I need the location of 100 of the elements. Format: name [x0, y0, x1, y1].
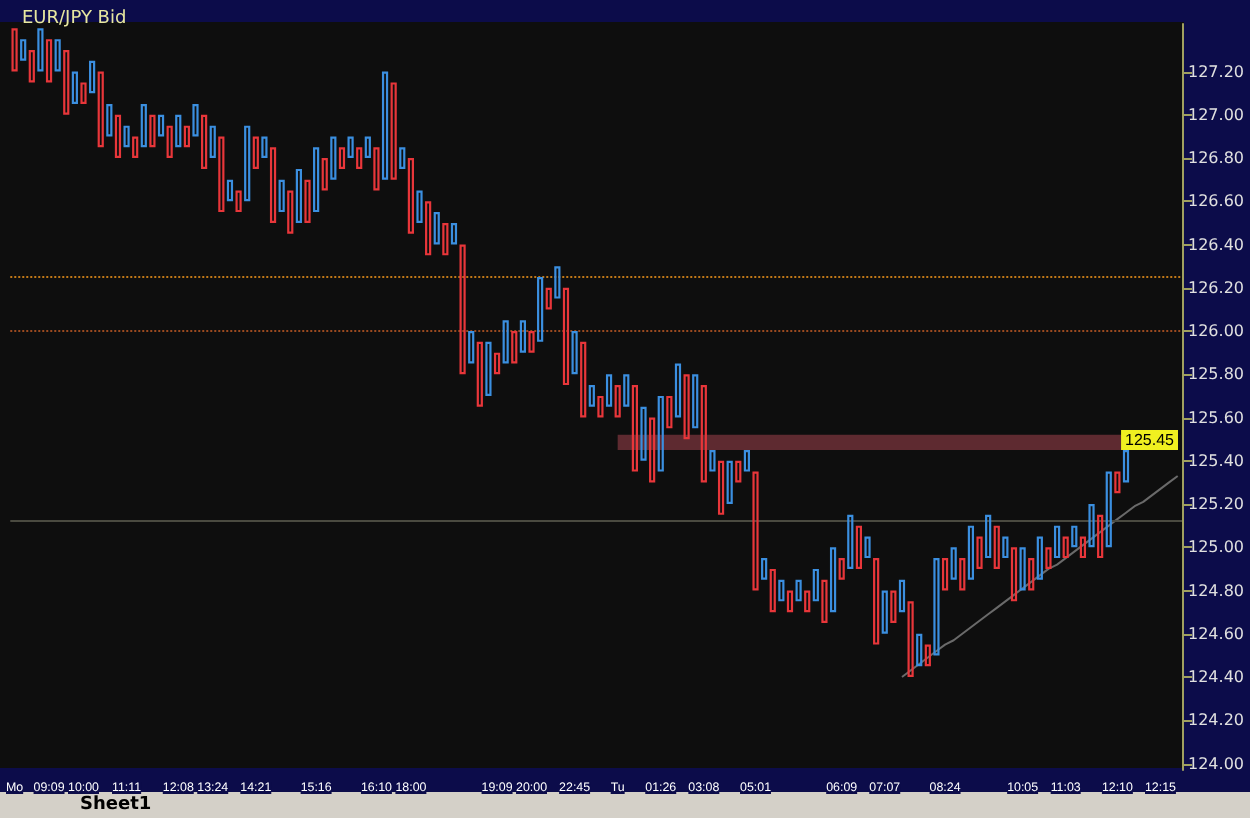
bar	[157, 114, 165, 137]
y-tick-label: 126.20	[1188, 278, 1244, 297]
bar	[433, 212, 440, 245]
bar	[390, 82, 397, 180]
bar	[287, 190, 294, 234]
bar	[252, 136, 259, 169]
line-series	[900, 474, 1179, 679]
y-tick-label: 125.00	[1188, 538, 1244, 557]
bar	[511, 331, 518, 364]
bar	[321, 158, 328, 191]
bar	[235, 190, 242, 213]
bar	[63, 49, 70, 115]
bar	[1105, 471, 1112, 548]
y-tick-label: 124.00	[1188, 754, 1244, 773]
bar	[37, 28, 44, 72]
bar	[924, 644, 931, 667]
bar	[347, 136, 354, 159]
bar	[28, 49, 35, 83]
y-tick-label: 124.80	[1188, 581, 1244, 600]
bar	[597, 395, 604, 418]
bar	[873, 558, 880, 645]
bar	[554, 266, 561, 299]
chart-title: EUR/JPY Bid	[22, 9, 127, 29]
bar	[778, 579, 785, 602]
bar	[71, 71, 78, 105]
bar	[967, 525, 975, 580]
bar	[786, 590, 794, 613]
bar	[468, 331, 475, 364]
bar	[709, 449, 716, 472]
bar	[149, 114, 156, 148]
bar	[674, 363, 682, 418]
bar	[201, 114, 208, 169]
bar	[425, 201, 432, 256]
bar	[89, 60, 96, 94]
bar	[1028, 558, 1035, 591]
bar	[605, 374, 613, 407]
y-tick-label: 127.00	[1188, 105, 1244, 124]
bar	[821, 579, 828, 623]
bar	[735, 460, 742, 483]
bar	[175, 114, 182, 148]
bar	[692, 374, 699, 429]
y-tick-label: 127.20	[1188, 62, 1244, 81]
bar	[864, 536, 871, 559]
bar	[244, 125, 251, 202]
bar	[1002, 536, 1009, 559]
bar	[640, 406, 647, 461]
bar	[381, 71, 389, 180]
bar	[416, 190, 423, 223]
bar	[114, 114, 122, 159]
bar	[614, 385, 621, 418]
bar	[631, 385, 638, 472]
bar	[132, 136, 139, 159]
bar	[226, 179, 234, 202]
y-tick-label: 126.40	[1188, 235, 1244, 254]
bar	[588, 385, 595, 407]
bar	[985, 514, 992, 559]
bar	[562, 287, 570, 386]
bar	[338, 147, 346, 169]
y-tick-label: 125.60	[1188, 408, 1244, 427]
bar	[502, 320, 509, 364]
bar	[769, 568, 776, 613]
bar	[11, 28, 18, 72]
bar	[916, 633, 923, 667]
bar	[623, 374, 630, 407]
bar	[571, 331, 578, 375]
bar	[743, 449, 751, 472]
bar	[941, 558, 949, 591]
bar	[54, 39, 61, 72]
bar	[804, 590, 811, 613]
bar	[761, 558, 768, 580]
text: Sheet1	[80, 795, 152, 815]
bar	[1045, 547, 1052, 569]
bar	[726, 460, 733, 505]
bar	[209, 125, 216, 159]
bar	[1010, 547, 1018, 602]
bar	[683, 374, 690, 440]
bar	[700, 385, 707, 483]
bar	[933, 558, 940, 656]
bar	[1122, 449, 1130, 483]
bar	[106, 104, 113, 137]
bar	[838, 558, 845, 580]
bar	[278, 179, 285, 213]
bar	[812, 568, 819, 602]
bar	[976, 536, 983, 569]
bar	[407, 158, 414, 234]
bar	[295, 168, 302, 223]
y-tick-label: 125.40	[1188, 451, 1244, 470]
bar	[881, 590, 888, 634]
bar	[580, 341, 587, 418]
bar	[1088, 504, 1095, 548]
bar	[537, 276, 544, 342]
annotation: 125.45	[1125, 430, 1176, 449]
bar	[97, 71, 104, 148]
bar	[183, 125, 190, 148]
bar	[304, 179, 311, 223]
bar	[1071, 525, 1078, 548]
bar	[1079, 536, 1087, 559]
bar	[166, 125, 173, 159]
y-tick-label: 125.20	[1188, 495, 1244, 514]
bar	[20, 39, 27, 61]
